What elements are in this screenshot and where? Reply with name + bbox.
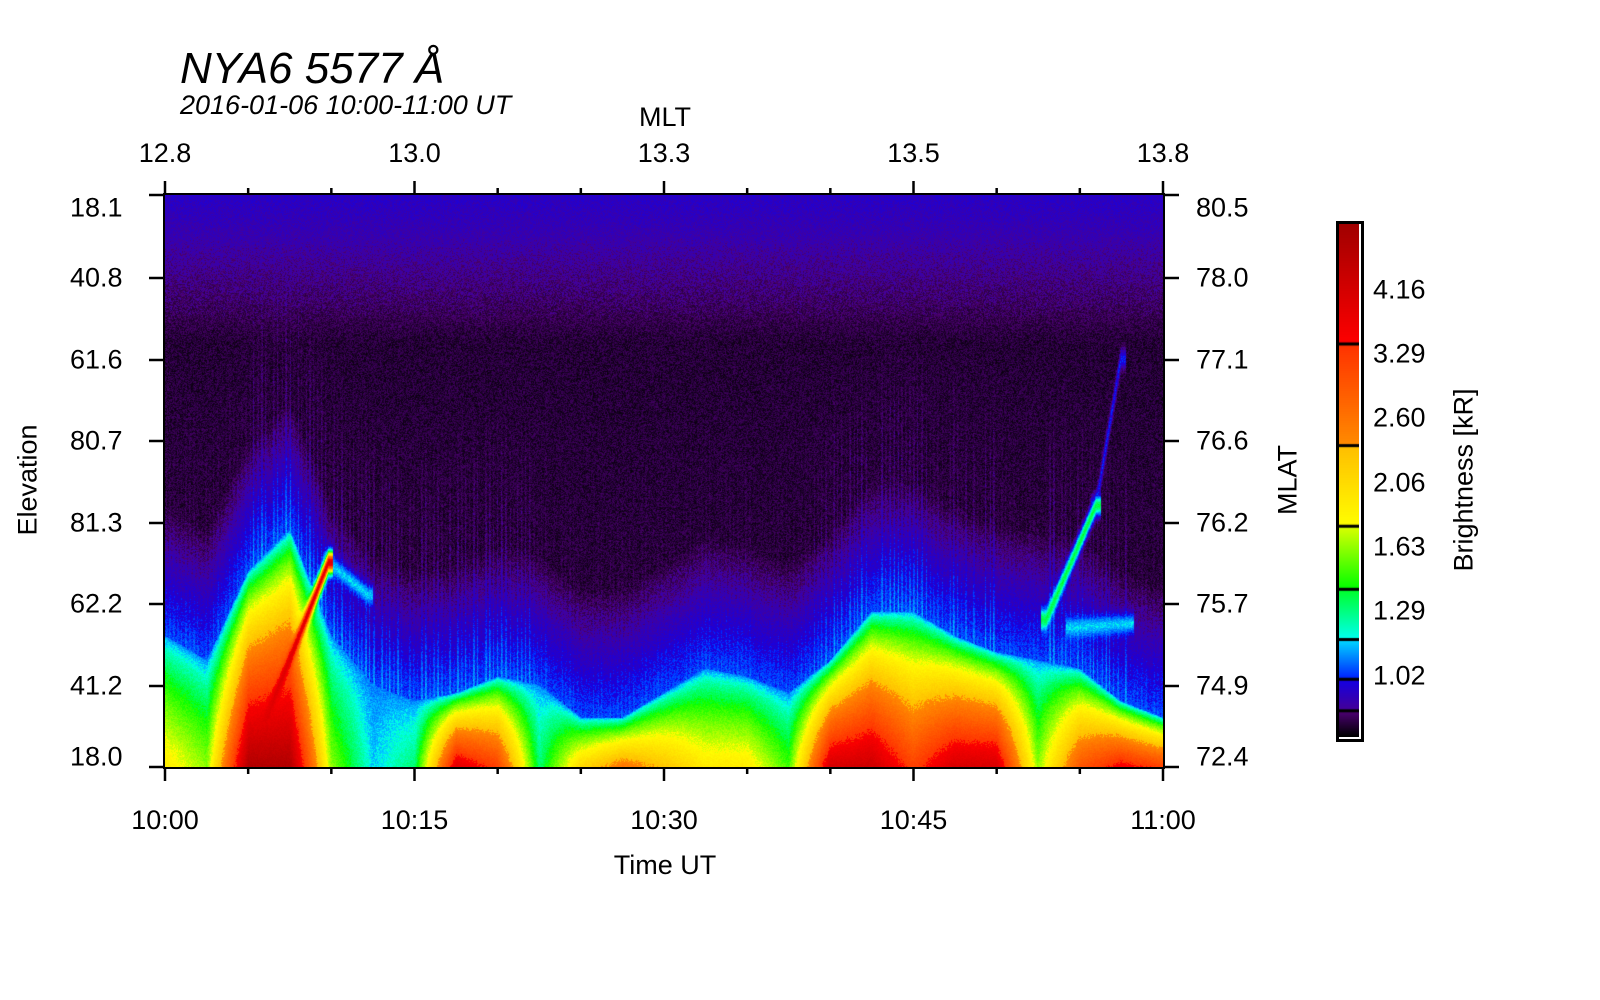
colorbar-tick-label: 1.02 [1373, 660, 1426, 691]
colorbar-tick-label: 2.06 [1373, 467, 1426, 498]
top-axis-label: MLT [639, 102, 691, 132]
colorbar-tick-label: 1.63 [1373, 531, 1426, 562]
x-tick-label: 10:15 [380, 805, 449, 835]
right-y-tick-label: 74.9 [1196, 670, 1249, 701]
x-tick-label: 10:00 [131, 805, 199, 835]
x-tick-label: 11:00 [1130, 805, 1196, 835]
x-axis-label: Time UT [613, 850, 717, 880]
chart-title: NYA6 5577 Å [180, 44, 445, 93]
y-tick-label: 18.0 [70, 741, 123, 772]
top-x-tick-label: 13.5 [887, 138, 940, 168]
right-y-tick-label: 78.0 [1196, 262, 1249, 293]
y-tick-label: 61.6 [70, 344, 123, 375]
top-x-tick-label: 13.3 [637, 138, 691, 168]
right-y-tick-label: 76.6 [1196, 425, 1249, 456]
colorbar [1337, 222, 1359, 737]
right-y-tick-label: 72.4 [1196, 741, 1249, 772]
colorbar-tick-label: 1.29 [1373, 595, 1426, 626]
x-tick-label: 10:30 [630, 805, 698, 835]
colorbar-tick-label: 2.60 [1373, 402, 1426, 433]
right-y-tick-label: 77.1 [1196, 344, 1249, 375]
y-tick-label: 80.7 [70, 425, 123, 456]
y-tick-label: 18.1 [70, 192, 123, 223]
chart-subtitle: 2016-01-06 10:00-11:00 UT [180, 90, 512, 120]
y-tick-label: 40.8 [70, 262, 123, 293]
y-tick-label: 62.2 [70, 588, 123, 619]
keogram-heatmap [165, 195, 1163, 767]
right-y-tick-label: 76.2 [1196, 507, 1249, 538]
y-tick-label: 81.3 [70, 507, 123, 538]
colorbar-tick-label: 3.29 [1373, 338, 1426, 369]
colorbar-tick-label: 4.16 [1373, 274, 1426, 305]
top-x-tick-label: 13.8 [1136, 138, 1190, 168]
x-tick-label: 10:45 [879, 805, 948, 835]
right-y-tick-label: 80.5 [1196, 192, 1249, 223]
top-x-tick-label: 13.0 [388, 138, 441, 168]
y-tick-label: 41.2 [70, 670, 123, 701]
top-x-tick-label: 12.8 [138, 138, 192, 168]
colorbar-frame [1336, 221, 1364, 742]
right-y-tick-label: 75.7 [1196, 588, 1249, 619]
